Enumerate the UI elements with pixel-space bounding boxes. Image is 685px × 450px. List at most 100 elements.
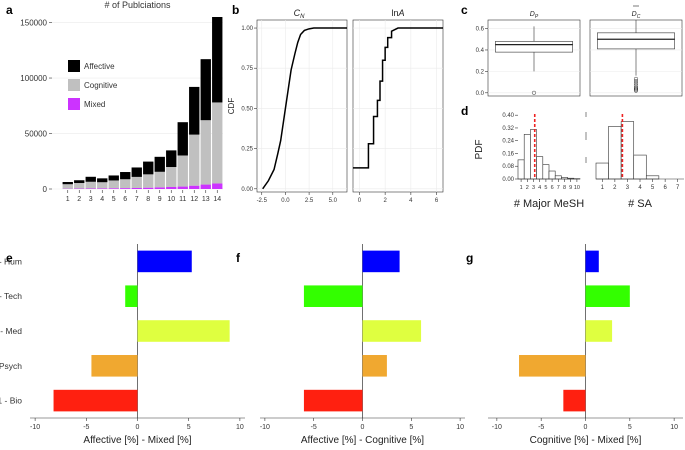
chart-a: # of Publciations 0 50000 100000 150000 1 2 3 4 5… [20,0,223,203]
chart-a-legend-label-cognitive: Cognitive [84,81,118,90]
chart-d2-xtick-label: 7 [676,185,680,191]
chart-d2-bar [595,162,609,180]
chart-b2-panel-border [352,19,444,193]
chart-a-xtick-label: 14 [213,196,221,203]
chart-f-xtick-label: 10 [456,424,464,431]
chart-a-legend-key-mixed [68,98,80,110]
chart-a-legend-label-affective: Affective [84,62,115,71]
chart-a-bar-cognitive [62,184,73,189]
chart-a-bar-mixed [166,187,177,189]
chart-c2-outlier [633,83,639,88]
chart-d1-xtick-label: 10 [574,185,580,191]
chart-a-xtick-label: 6 [123,196,127,203]
chart-d2-bar [608,126,622,180]
chart-a-xtick-label: 3 [89,196,93,203]
chart-g-bar [585,285,630,307]
chart-e-xtick-label: -5 [83,424,89,431]
chart-e-category-label: SA4 - Tech [0,291,22,301]
chart-a-bar-cognitive [108,180,119,189]
chart-a-bar-mixed [200,184,211,189]
chart-d2-xtick-label: 3 [626,185,630,191]
chart-b1-ylabel: CDF [227,98,236,115]
chart-a-bar-cognitive [212,102,223,184]
chart-a-bar-mixed [85,188,96,189]
chart-a-title: # of Publciations [104,0,171,10]
chart-d1-ytick-label: 0.32 [502,126,514,132]
chart-a-ytick-label: 0 [43,185,48,194]
chart-a-bar-mixed [177,186,188,189]
chart-f-xtick-label: -5 [311,424,317,431]
chart-e-xlabel: Affective [%] - Mixed [%] [83,435,191,446]
chart-c1-ytick-label: 0.4 [476,48,485,54]
chart-c2-outlier [633,76,639,81]
chart-a-bar-mixed [97,188,108,189]
chart-d1-xtick-label: 7 [557,185,560,191]
chart-a-bar-affective [166,150,177,168]
chart-b1-panel-border [256,19,348,193]
chart-b1-ytick-label: 1.00 [241,26,253,32]
chart-d1-ylabel: PDF [474,140,485,160]
chart-e-xtick-label: 10 [236,424,244,431]
chart-f-bar [303,285,363,307]
chart-a-bar-mixed [189,185,200,189]
chart-e-bar [125,285,138,307]
chart-b1: -2.5 0.0 2.5 5.0 0.00 0.25 0.50 0.75 1.00 CDF CN [227,8,348,204]
chart-d1-bar [523,134,531,180]
chart-e-category-label: SA3 - Med [0,326,22,336]
chart-a-ytick-label: 150000 [20,19,47,28]
chart-a-bar-cognitive [120,179,131,189]
chart-a-bar-affective [143,161,154,175]
chart-f-xtick-label: 0 [361,424,365,431]
chart-b1-xtick-label: 0.0 [281,198,290,204]
chart-c2-outlier [633,81,639,86]
chart-d2-bar [645,175,660,180]
chart-a-ytick-label: 50000 [25,130,48,139]
chart-a-bar-cognitive [74,183,85,189]
chart-a-bar-cognitive [189,134,200,186]
chart-a-xtick-label: 5 [112,196,116,203]
chart-a-xtick-label: 1 [66,196,70,203]
chart-c2-outlier [633,85,639,90]
chart-d2-xtick-label: 2 [613,185,617,191]
chart-a-bar-mixed [143,187,154,189]
chart-a-bar-cognitive [166,167,177,188]
chart-d1-bar [536,156,544,180]
chart-a-bar-mixed [154,187,165,189]
chart-a-bar-affective [177,122,188,156]
chart-b1-xtick-label: 5.0 [329,198,338,204]
chart-d2-xlabel: # SA [628,198,653,210]
chart-b2-xtick-label: 6 [435,198,439,204]
chart-a-xtick-label: 12 [190,196,198,203]
chart-d1-bar [554,175,562,180]
chart-e-category-label: SA2 - Psych [0,361,22,371]
chart-a-bar-affective [200,59,211,121]
chart-d2-xtick-label: 1 [601,185,605,191]
chart-g-bar [519,355,586,377]
chart-e-bar [137,250,192,273]
chart-a-bar-affective [85,176,96,182]
chart-b2-title: lnA [391,8,404,18]
chart-a-xtick-label: 9 [158,196,162,203]
chart-b2-xtick-label: 4 [409,198,413,204]
chart-d2-xtick-label: 6 [663,185,667,191]
chart-f-bar [362,355,387,377]
chart-d1-ytick-label: 0.16 [502,151,514,157]
chart-b2-cdf-line [353,27,443,169]
chart-b1-ytick-label: 0.00 [241,187,253,193]
chart-d2-bar [633,154,647,180]
chart-f: -10 -5 0 5 10 Affective [%] - Cognitive [%] [260,244,465,446]
chart-b1-title: CN [294,8,306,20]
chart-f-bar [303,389,363,412]
chart-c2-outlier [633,87,639,92]
chart-d1-ytick-label: 0.40 [502,113,514,119]
chart-a-bar-affective [212,17,223,103]
chart-a-bar-cognitive [177,155,188,187]
chart-d1-bar [548,170,556,180]
chart-c2-box [597,32,675,50]
chart-f-xtick-label: -10 [260,424,270,431]
chart-b1-xtick-label: -2.5 [257,198,268,204]
chart-b2-xtick-label: 2 [383,198,387,204]
chart-d1-xtick-label: 2 [526,185,529,191]
